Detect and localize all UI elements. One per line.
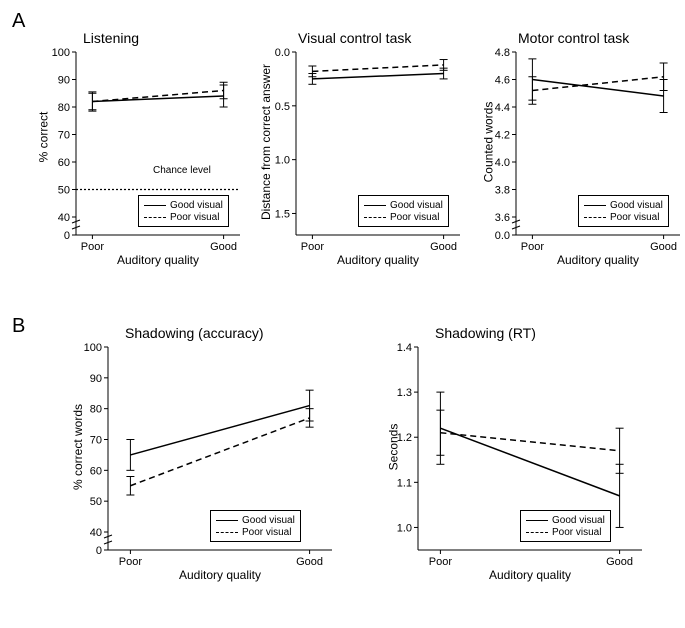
chart-shadow-rt-xlabel: Auditory quality [460, 568, 600, 582]
chart-shadow-acc-title: Shadowing (accuracy) [125, 325, 264, 341]
chart-visual-ylabel: Distance from correct answer [259, 64, 273, 220]
svg-text:1.0: 1.0 [275, 155, 290, 167]
chart-shadowing-acc: Shadowing (accuracy) % correct words 0 40… [70, 325, 340, 580]
chart-listening-xlabel: Auditory quality [98, 253, 218, 267]
svg-text:Poor: Poor [301, 241, 325, 253]
chart-motor-control: Motor control task Counted words 0.0 3.6 3… [478, 30, 685, 265]
chart-shadow-acc-ylabel: % correct words [71, 404, 85, 490]
svg-text:Good: Good [650, 241, 677, 253]
svg-text:100: 100 [52, 47, 70, 59]
chart-shadow-acc-legend: Good visual Poor visual [210, 510, 301, 542]
chart-motor-svg: 0.0 3.6 3.8 4.0 4.2 4.4 4.6 4.8 Poor Good [478, 30, 685, 265]
svg-text:0: 0 [64, 230, 70, 242]
chart-listening-ylabel: % correct [36, 112, 50, 163]
svg-text:40: 40 [90, 527, 102, 539]
svg-text:70: 70 [58, 130, 70, 142]
svg-text:Good: Good [296, 556, 323, 568]
chance-level-label: Chance level [153, 165, 211, 176]
chart-listening-title: Listening [83, 30, 139, 46]
svg-text:90: 90 [58, 75, 70, 87]
legend-poor: Poor visual [170, 212, 219, 223]
svg-text:Good: Good [606, 556, 633, 568]
svg-text:3.6: 3.6 [495, 212, 510, 224]
legend-good: Good visual [170, 200, 223, 211]
chart-visual-control: Visual control task Distance from correc… [258, 30, 468, 265]
svg-text:Good: Good [430, 241, 457, 253]
svg-text:4.8: 4.8 [495, 47, 510, 59]
chart-visual-title: Visual control task [298, 30, 411, 46]
svg-text:0.0: 0.0 [495, 230, 510, 242]
svg-text:1.4: 1.4 [397, 342, 412, 354]
chart-shadowing-rt: Shadowing (RT) Seconds 1.01.11.21.31.4Po… [380, 325, 650, 580]
svg-text:50: 50 [90, 496, 102, 508]
chart-motor-ylabel: Counted words [481, 102, 495, 183]
chart-visual-xlabel: Auditory quality [318, 253, 438, 267]
svg-text:Poor: Poor [81, 241, 105, 253]
chart-listening-legend: Good visual Poor visual [138, 195, 229, 227]
svg-text:50: 50 [58, 185, 70, 197]
svg-text:0.5: 0.5 [275, 101, 290, 113]
chart-motor-title: Motor control task [518, 30, 629, 46]
svg-text:60: 60 [58, 157, 70, 169]
chart-visual-svg: 0.0 0.5 1.0 1.5 Poor Good [258, 30, 468, 265]
chart-listening: Listening % correct 0 40 50 60 70 80 90 100 Poor… [38, 30, 248, 265]
panel-b-label: B [12, 315, 25, 338]
chart-motor-legend: Good visual Poor visual [578, 195, 669, 227]
svg-text:100: 100 [84, 342, 102, 354]
svg-text:1.1: 1.1 [397, 477, 412, 489]
svg-text:1.3: 1.3 [397, 387, 412, 399]
svg-text:3.8: 3.8 [495, 185, 510, 197]
chart-shadow-rt-legend: Good visual Poor visual [520, 510, 611, 542]
panel-b: B Shadowing (accuracy) % correct words 0… [10, 315, 675, 625]
svg-text:4.0: 4.0 [495, 157, 510, 169]
panel-a-label: A [12, 10, 25, 33]
svg-text:70: 70 [90, 435, 102, 447]
chart-shadow-rt-title: Shadowing (RT) [435, 325, 536, 341]
svg-text:Poor: Poor [521, 241, 545, 253]
chart-motor-xlabel: Auditory quality [538, 253, 658, 267]
svg-text:40: 40 [58, 212, 70, 224]
chart-listening-svg: 0 40 50 60 70 80 90 100 Poor Good [38, 30, 248, 265]
svg-text:0: 0 [96, 545, 102, 557]
svg-text:80: 80 [90, 404, 102, 416]
svg-text:4.2: 4.2 [495, 130, 510, 142]
svg-text:1.5: 1.5 [275, 208, 290, 220]
chart-visual-legend: Good visual Poor visual [358, 195, 449, 227]
svg-text:0.0: 0.0 [275, 47, 290, 59]
svg-text:90: 90 [90, 373, 102, 385]
svg-text:60: 60 [90, 465, 102, 477]
svg-text:4.4: 4.4 [495, 102, 510, 114]
svg-text:Poor: Poor [429, 556, 453, 568]
chart-shadow-acc-xlabel: Auditory quality [150, 568, 290, 582]
panel-a: A Listening % correct 0 40 50 60 70 80 90 100 Po… [10, 10, 675, 310]
chart-shadow-rt-ylabel: Seconds [386, 424, 400, 471]
svg-text:1.0: 1.0 [397, 522, 412, 534]
svg-text:Poor: Poor [119, 556, 143, 568]
svg-text:80: 80 [58, 102, 70, 114]
svg-text:Good: Good [210, 241, 237, 253]
svg-text:4.6: 4.6 [495, 75, 510, 87]
